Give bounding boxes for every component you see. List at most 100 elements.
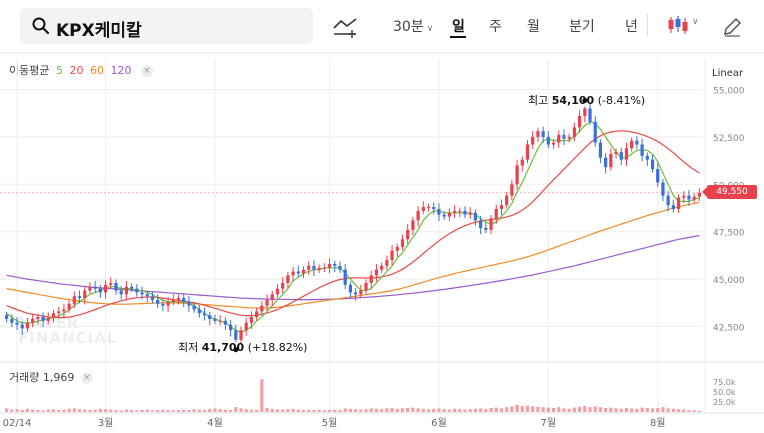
- candle-body: [458, 210, 462, 212]
- high-annotation: 최고 54,100 (-8.41%): [528, 92, 645, 108]
- volume-bar: [83, 409, 87, 412]
- candle-body: [62, 309, 66, 312]
- candle-body: [489, 218, 493, 230]
- volume-bar: [416, 408, 420, 412]
- candle-body: [682, 195, 686, 198]
- moving-average-ma120: [6, 234, 700, 301]
- candle-body: [213, 318, 217, 321]
- tab-month[interactable]: 월: [527, 19, 540, 35]
- volume-bar: [671, 408, 675, 412]
- volume-bar: [583, 406, 587, 412]
- candle-body: [77, 296, 82, 299]
- tab-day[interactable]: 일: [452, 19, 465, 35]
- candle-body: [83, 290, 87, 299]
- candle-body: [442, 214, 446, 217]
- tab-year[interactable]: 년: [625, 19, 638, 35]
- candle-body: [317, 267, 321, 270]
- volume-bar: [411, 407, 415, 412]
- candle-body: [520, 159, 524, 166]
- volume-bar: [67, 408, 71, 412]
- search-query[interactable]: KPX케미칼: [56, 21, 142, 41]
- scale-mode-label[interactable]: Linear: [712, 68, 744, 79]
- close-icon[interactable]: ×: [140, 65, 153, 77]
- interval-dropdown[interactable]: 30분 ∨: [393, 16, 433, 36]
- volume-bar: [187, 410, 191, 412]
- candle-body: [15, 322, 19, 325]
- candle-body: [218, 320, 222, 322]
- volume-bar: [286, 409, 290, 412]
- y-tick-label: 55,000: [713, 86, 745, 96]
- search-box[interactable]: KPX케미칼: [20, 8, 313, 44]
- candle-body: [234, 330, 238, 340]
- candle-body: [249, 317, 254, 323]
- drawing-tool-icon[interactable]: [332, 16, 360, 38]
- candle-body: [635, 140, 639, 145]
- candlestick-icon: [668, 16, 688, 34]
- volume-bar: [62, 409, 66, 412]
- candle-body: [343, 269, 347, 285]
- candle-body: [426, 207, 431, 209]
- candle-body: [145, 294, 149, 297]
- volume-bar: [520, 406, 524, 412]
- volume-bar: [156, 410, 160, 412]
- volume-bar: [505, 407, 509, 412]
- candle-body: [369, 275, 373, 283]
- volume-bar: [161, 409, 165, 412]
- candle-body: [93, 286, 97, 289]
- volume-tick-label: 75.0k: [713, 378, 736, 387]
- tab-quarter[interactable]: 분기: [569, 19, 595, 35]
- volume-bar: [650, 408, 655, 412]
- candle-body: [10, 318, 14, 323]
- chart-type-dropdown[interactable]: ∨: [666, 14, 699, 40]
- candle-body: [260, 305, 264, 312]
- volume-bar: [46, 409, 50, 412]
- candle-body: [676, 197, 681, 209]
- candle-body: [374, 269, 379, 276]
- candle-body: [322, 267, 326, 269]
- volume-bar: [223, 409, 227, 412]
- volume-bar: [395, 408, 399, 412]
- tab-week[interactable]: 주: [489, 19, 502, 35]
- candle-body: [36, 317, 40, 319]
- volume-legend[interactable]: 거래량 1,969 ×: [9, 369, 93, 385]
- volume-bar: [697, 410, 702, 412]
- volume-bar: [525, 405, 530, 412]
- active-tab-indicator: [450, 36, 466, 38]
- candle-body: [31, 318, 35, 323]
- close-icon[interactable]: ×: [80, 372, 93, 384]
- volume-bar: [88, 410, 92, 412]
- candle-body: [197, 309, 201, 314]
- candle-body: [432, 207, 436, 209]
- volume-bar: [484, 409, 488, 412]
- candle-body: [661, 182, 665, 196]
- volume-bar: [421, 408, 425, 412]
- volume-bar: [588, 407, 592, 412]
- candle-body: [505, 195, 509, 206]
- candle-body: [301, 269, 306, 274]
- candle-body: [411, 220, 415, 230]
- search-icon: [32, 17, 50, 35]
- volume-bar: [166, 410, 170, 412]
- volume-bar: [103, 409, 108, 412]
- candle-body: [156, 300, 160, 304]
- candle-body: [255, 311, 259, 318]
- volume-bar: [244, 409, 248, 412]
- candle-body: [666, 195, 670, 206]
- candle-body: [119, 290, 123, 295]
- volume-bar: [390, 408, 394, 412]
- volume-bar: [20, 410, 24, 412]
- volume-bar: [577, 406, 582, 412]
- x-tick-label: 8월: [650, 417, 666, 429]
- candle-body: [275, 288, 280, 295]
- candle-body: [20, 324, 24, 329]
- volume-bar: [406, 408, 410, 412]
- edit-icon[interactable]: [722, 17, 742, 37]
- candle-body: [176, 298, 181, 300]
- volume-bar: [447, 409, 451, 412]
- candle-body: [67, 303, 71, 310]
- moving-average-legend[interactable]: 이동평균 5 20 60 120 ×: [9, 62, 156, 78]
- candle-body: [130, 286, 134, 289]
- volume-bar: [317, 409, 321, 412]
- candle-body: [270, 294, 274, 300]
